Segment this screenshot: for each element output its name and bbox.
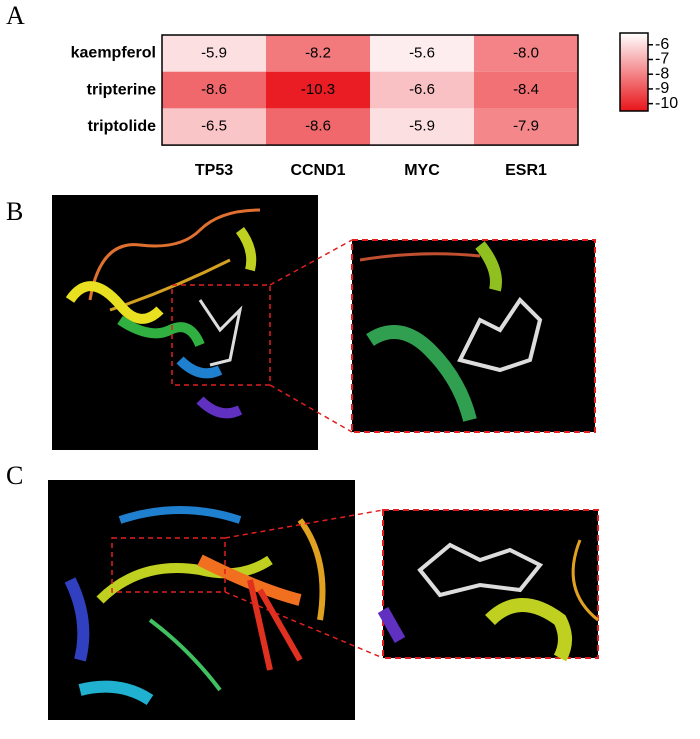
heatmap-cell: [162, 108, 266, 146]
colorbar-tick-label: -7: [655, 51, 669, 68]
panel-label: B: [6, 197, 23, 226]
colorbar-tick-label: -10: [655, 95, 678, 112]
column-label: CCND1: [290, 162, 345, 179]
cell-label: -5.6: [409, 44, 435, 61]
colorbar-tick-label: -8: [655, 65, 669, 82]
heatmap-cell: [370, 71, 474, 109]
cell-label: -6.5: [201, 118, 227, 135]
heatmap-cell: [266, 71, 370, 109]
heatmap-cell: [474, 108, 578, 146]
column-label: ESR1: [505, 162, 547, 179]
cell-label: -8.2: [305, 44, 331, 61]
protein-image: [48, 480, 599, 720]
colorbar: [619, 32, 649, 112]
heatmap-cell: [266, 108, 370, 146]
cell-label: -7.9: [513, 118, 539, 135]
heatmap-cell: [370, 108, 474, 146]
cell-label: -8.6: [201, 81, 227, 98]
cell-label: -5.9: [201, 44, 227, 61]
colorbar-tick-label: -9: [655, 80, 669, 97]
colorbar-tick-label: -6: [655, 36, 669, 53]
cell-label: -8.0: [513, 44, 539, 61]
cell-label: -5.9: [409, 118, 435, 135]
heatmap-cell: [266, 35, 370, 72]
cell-label: -6.6: [409, 81, 435, 98]
heatmap-cell: [162, 71, 266, 109]
row-label: kaempferol: [71, 45, 156, 62]
heatmap-frame: [161, 34, 579, 146]
panel-label: C: [6, 461, 23, 490]
cell-label: -8.4: [513, 81, 539, 98]
cell-label: -8.6: [305, 118, 331, 135]
heatmap-cell: [474, 71, 578, 109]
panel-label: A: [6, 1, 25, 30]
cell-label: -10.3: [301, 81, 335, 98]
column-label: MYC: [404, 162, 440, 179]
heatmap-cell: [370, 35, 474, 72]
heatmap-cell: [162, 35, 266, 72]
row-label: tripterine: [87, 81, 156, 98]
heatmap-cell: [474, 35, 578, 72]
column-label: TP53: [195, 162, 233, 179]
row-label: triptolide: [88, 118, 157, 135]
protein-image: [52, 195, 596, 450]
